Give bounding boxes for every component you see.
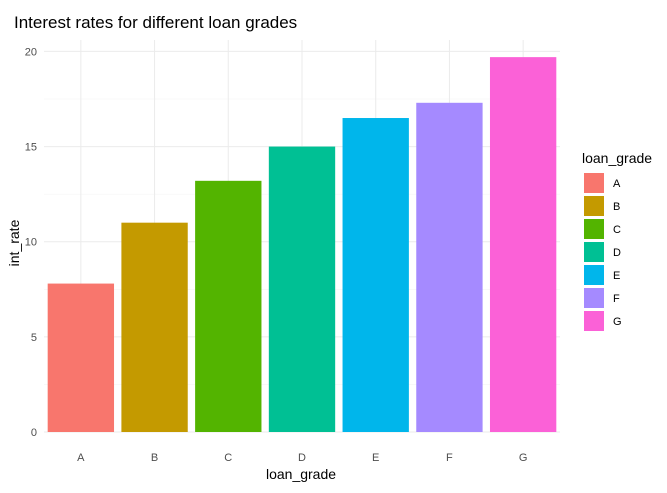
bar-E [342, 118, 409, 433]
bar-D [268, 146, 336, 432]
x-tick-label: D [298, 452, 306, 464]
legend-label: G [613, 316, 622, 328]
legend-key-G [584, 311, 604, 331]
y-axis-title: int_rate [6, 219, 22, 266]
legend-key-B [584, 196, 604, 216]
legend-key-C [584, 219, 604, 239]
bar-A [47, 283, 115, 432]
chart-title: Interest rates for different loan grades [14, 13, 297, 32]
x-tick-label: E [372, 452, 379, 464]
y-axis-ticks: 0 5 10 15 20 [25, 46, 37, 439]
y-tick-label: 0 [31, 427, 37, 439]
bar-F [416, 102, 483, 433]
y-tick-label: 5 [31, 332, 37, 344]
bar-G [489, 57, 557, 432]
x-tick-label: F [446, 452, 453, 464]
legend-key-E [584, 265, 604, 285]
x-tick-label: C [224, 452, 232, 464]
legend-label: D [613, 247, 621, 259]
legend-key-F [584, 288, 604, 308]
legend-label: F [613, 293, 620, 305]
x-axis-ticks: A B C D E F G [77, 452, 527, 464]
x-tick-label: G [519, 452, 528, 464]
legend-label: C [613, 224, 621, 236]
legend-label: E [613, 270, 620, 282]
y-tick-label: 10 [25, 237, 37, 249]
y-tick-label: 15 [25, 142, 37, 154]
legend-title: loan_grade [582, 150, 652, 166]
y-tick-label: 20 [25, 46, 37, 58]
legend-key-D [584, 242, 604, 262]
legend-label: A [613, 178, 621, 190]
legend-label: B [613, 201, 620, 213]
legend-key-A [584, 173, 604, 193]
bar-B [121, 222, 188, 432]
x-tick-label: A [77, 452, 85, 464]
x-axis-title: loan_grade [266, 466, 336, 482]
x-tick-label: B [151, 452, 158, 464]
bars [47, 57, 557, 433]
bar-C [195, 180, 262, 432]
